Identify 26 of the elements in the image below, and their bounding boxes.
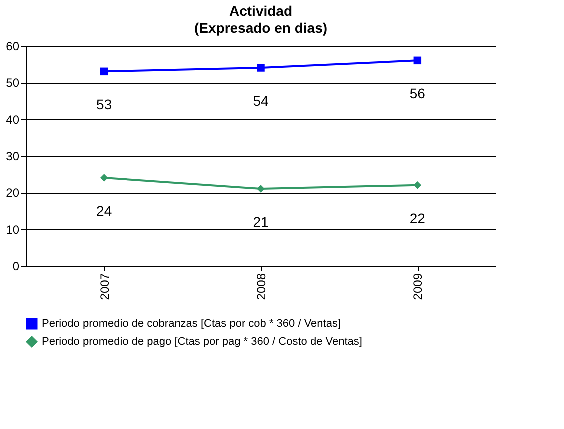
chart-subtitle: (Expresado en dias)	[194, 20, 328, 36]
chart-title: Actividad	[229, 3, 293, 19]
x-tick-label: 2008	[254, 273, 268, 300]
data-label: 21	[253, 214, 269, 230]
y-tick-label: 60	[6, 40, 20, 54]
data-label: 54	[253, 93, 269, 109]
data-label: 53	[96, 96, 112, 113]
point	[257, 185, 265, 193]
x-tick-label: 2007	[98, 273, 112, 300]
point	[257, 64, 265, 72]
y-tick-label: 30	[6, 150, 20, 164]
data-label: 24	[96, 203, 112, 219]
point	[100, 68, 108, 76]
data-label: 22	[410, 210, 426, 226]
y-tick-label: 50	[6, 76, 20, 90]
point	[414, 56, 422, 65]
point	[100, 174, 108, 182]
y-tick-label: 40	[6, 112, 20, 127]
legend-label: Periodo promedio de cobranzas [Ctas por cob * 360 / Ventas]	[42, 318, 342, 330]
y-tick-label: 10	[6, 222, 20, 237]
x-tick-label: 2009	[411, 273, 426, 300]
point	[414, 181, 422, 190]
data-label: 56	[410, 86, 426, 102]
y-tick-label: 20	[6, 186, 20, 200]
y-tick-label: 0	[12, 260, 20, 274]
legend-label: Periodo promedio de pago [Ctas por pag * 360 / Costo de Ventas]	[42, 336, 362, 348]
